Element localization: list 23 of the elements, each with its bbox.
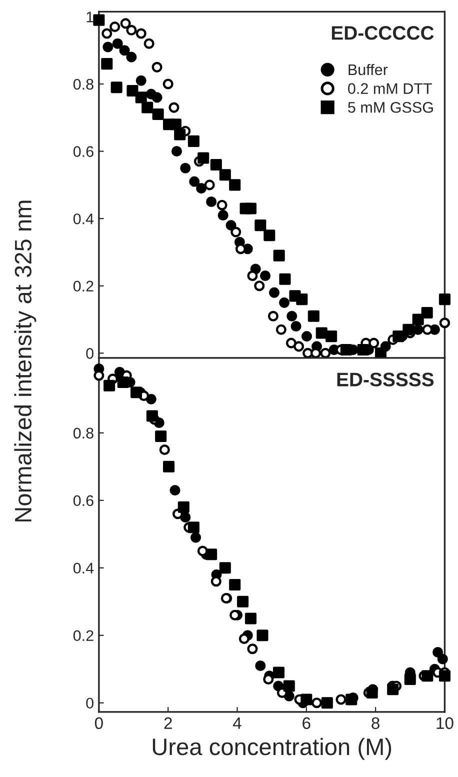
x-tick-label: 8: [372, 717, 380, 730]
x-tick-label: 4: [232, 717, 242, 729]
x-tick-label: 0: [94, 717, 103, 730]
text: ED-SSSSS: [337, 372, 434, 386]
y-tick-label: 0.8: [73, 78, 94, 90]
x-tick-label: 10: [436, 717, 454, 730]
x-tick-label: 2: [164, 717, 172, 729]
y-axis-title: Normalized intensity at 325 nm: [14, 200, 36, 522]
legend-label: Buffer: [348, 64, 388, 76]
y-tick-label: 0.8: [73, 428, 94, 439]
y-tick-label: 0.2: [73, 280, 94, 292]
y-tick-label: 0: [86, 698, 94, 709]
y-tick-label: 0.4: [73, 562, 94, 574]
y-tick-label: 0.4: [73, 213, 94, 224]
legend-label: 0.2 mM DTT: [348, 83, 432, 94]
x-axis-title: Urea concentration (M): [152, 738, 392, 760]
y-tick-label: 0.6: [73, 495, 94, 506]
legend-label: 5 mM GSSG: [348, 102, 433, 113]
y-tick-label: 0.6: [73, 146, 94, 157]
y-tick-label: 0: [86, 348, 94, 359]
x-tick-label: 6: [302, 717, 310, 730]
y-tick-label: 0.2: [73, 630, 94, 642]
text: ED-CCCCC: [332, 26, 434, 40]
